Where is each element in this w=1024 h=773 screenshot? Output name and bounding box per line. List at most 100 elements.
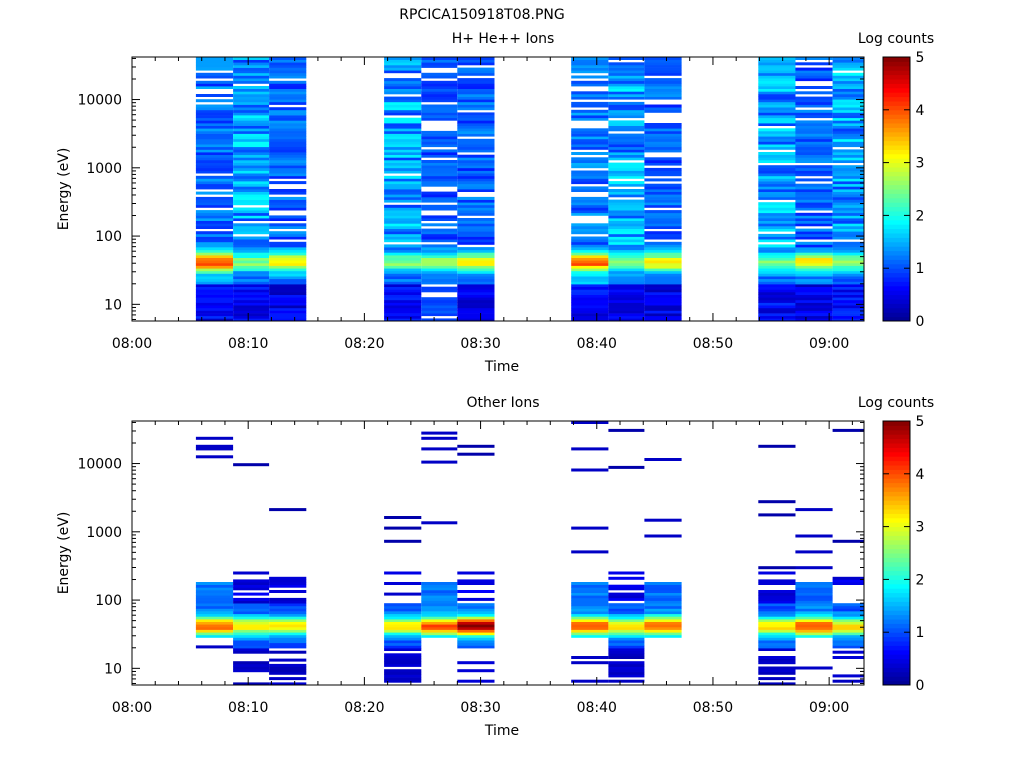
heatmap-cell (608, 281, 645, 285)
heatmap-cell (457, 186, 495, 190)
heatmap-cell (758, 608, 796, 612)
heatmap-cell (233, 62, 270, 66)
heatmap-cell (758, 600, 796, 604)
heatmap-cell (421, 223, 458, 227)
heatmap-cell (233, 170, 270, 174)
heatmap-cell (608, 278, 645, 282)
heatmap-cell (384, 648, 422, 651)
heatmap-cell (758, 619, 796, 622)
heatmap-cell (457, 231, 495, 235)
heatmap-cell (421, 178, 458, 182)
heatmap-cell (571, 281, 609, 285)
heatmap-cell (795, 218, 833, 221)
heatmap-cell (571, 590, 609, 593)
heatmap-cell (608, 661, 645, 665)
colorbar-segment (883, 149, 910, 155)
heatmap-cell (457, 112, 495, 116)
heatmap-cell (457, 281, 495, 285)
heatmap-cell (457, 91, 495, 95)
heatmap-cell (758, 175, 796, 179)
heatmap-cell (384, 101, 422, 105)
heatmap-cell (571, 318, 609, 322)
heatmap-cell (644, 611, 682, 615)
heatmap-cell (233, 236, 270, 240)
heatmap-cell (608, 634, 645, 638)
heatmap-cell (384, 96, 422, 100)
heatmap-cell (644, 160, 682, 163)
heatmap-cell (195, 286, 234, 290)
heatmap-cell (384, 117, 422, 121)
heatmap-cell (457, 236, 495, 240)
heatmap-cell (233, 608, 270, 612)
heatmap-cell (608, 78, 645, 82)
heatmap-cell (384, 289, 422, 293)
heatmap-cell (233, 91, 270, 95)
heatmap-cell (608, 642, 645, 646)
heatmap-cell (832, 175, 864, 179)
heatmap-cell (233, 587, 270, 591)
heatmap-cell (233, 160, 270, 163)
heatmap-cell (457, 78, 495, 82)
heatmap-cell (421, 133, 458, 137)
colorbar-segment (883, 482, 910, 488)
heatmap-cell (758, 94, 796, 97)
heatmap-cell (269, 650, 307, 654)
heatmap-cell (195, 294, 234, 298)
heatmap-cell (457, 204, 495, 208)
heatmap-cell (457, 270, 495, 274)
heatmap-cell (644, 107, 682, 111)
heatmap-cell (269, 579, 307, 583)
heatmap-cell (269, 138, 307, 142)
heatmap-cell (795, 96, 833, 100)
heatmap-cell (571, 181, 609, 185)
heatmap-cell (644, 302, 682, 306)
heatmap-cell (832, 276, 864, 280)
heatmap-cell (421, 302, 458, 306)
heatmap-cell (644, 605, 682, 609)
heatmap-cell (421, 611, 458, 615)
heatmap-cell (795, 186, 833, 190)
heatmap-cell (195, 75, 234, 79)
colorbar-segment (883, 421, 910, 426)
heatmap-cell (608, 656, 645, 659)
heatmap-cell (269, 671, 307, 675)
heatmap-cell (195, 133, 234, 137)
heatmap-cell (233, 133, 270, 137)
heatmap-cell (832, 109, 864, 113)
heatmap-cell (571, 170, 609, 174)
heatmap-cell (571, 175, 609, 179)
heatmap-cell (795, 157, 833, 161)
heatmap-cell (457, 315, 495, 319)
heatmap-cell (758, 218, 796, 221)
heatmap-cell (421, 196, 458, 200)
heatmap-cell (832, 67, 864, 71)
heatmap-cell (571, 656, 609, 659)
heatmap-cell (571, 582, 609, 585)
heatmap-cell (233, 141, 270, 145)
heatmap-cell (758, 107, 796, 111)
heatmap-cell (269, 241, 307, 245)
heatmap-cell (195, 270, 234, 274)
heatmap-cell (233, 226, 270, 229)
colorbar-segment (883, 96, 910, 102)
colorbar-segment (883, 136, 910, 142)
heatmap-cell (457, 220, 495, 224)
heatmap-cell (758, 603, 796, 607)
heatmap-cell (832, 133, 864, 137)
heatmap-cell (421, 619, 458, 622)
heatmap-cell (608, 175, 645, 179)
heatmap-cell (571, 286, 609, 290)
heatmap-cell (384, 186, 422, 190)
heatmap-cell (644, 281, 682, 285)
heatmap-cell (421, 297, 458, 301)
heatmap-cell (758, 634, 796, 638)
heatmap-cell (233, 130, 270, 134)
heatmap-cell (758, 236, 796, 240)
heatmap-cell (832, 212, 864, 216)
heatmap-cell (832, 186, 864, 190)
heatmap-cell (421, 252, 458, 256)
colorbar-segment (883, 667, 910, 673)
heatmap-cell (269, 276, 307, 280)
heatmap-cell (608, 83, 645, 87)
heatmap-cell (421, 136, 458, 140)
